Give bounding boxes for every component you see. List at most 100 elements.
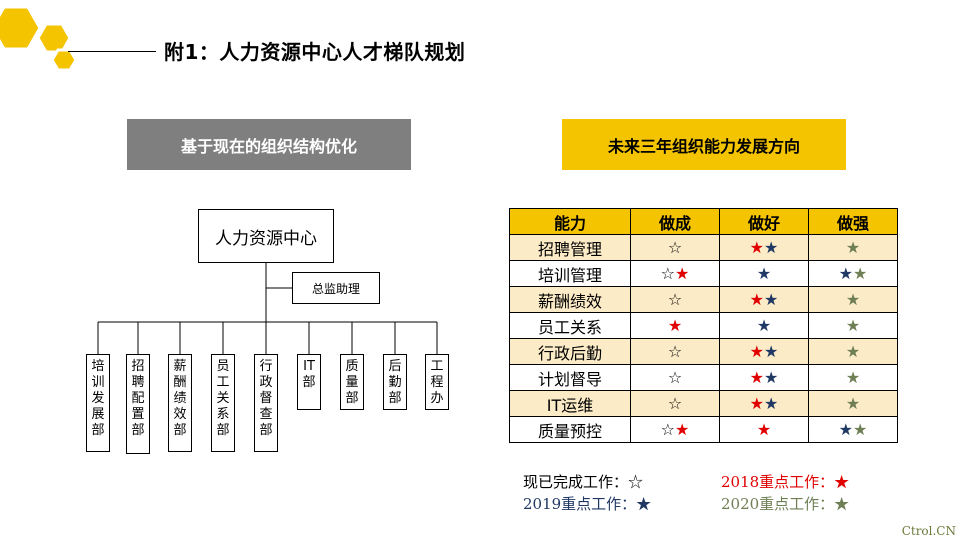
star-icon: ★ <box>749 238 764 257</box>
star-icon: ★ <box>853 420 868 439</box>
star-icon: ★ <box>764 342 779 361</box>
rating-cell: ★★ <box>719 364 809 391</box>
rating-cell: ☆ <box>630 338 720 365</box>
rating-cell: ☆ <box>630 364 720 391</box>
rating-cell: ★★ <box>719 390 809 417</box>
legend-2018-text: 2018重点工作：★ <box>721 473 850 491</box>
star-icon: ★ <box>845 238 861 257</box>
table-row: 质量预控 ☆★ ★ ★★ <box>509 416 898 443</box>
dept-box: 培训发展部 <box>86 354 110 452</box>
future-capability-banner: 未来三年组织能力发展方向 <box>562 119 846 170</box>
capability-name-cell: IT运维 <box>509 390 631 417</box>
legend-2020: 2020重点工作：★ <box>721 493 849 514</box>
hollow-star-icon: ☆ <box>660 264 675 283</box>
star-icon: ★ <box>764 368 779 387</box>
header-capability: 能力 <box>509 208 631 235</box>
rating-cell: ★★ <box>719 286 809 313</box>
legend-done-text: 现已完成工作：☆ <box>523 473 644 491</box>
hollow-star-icon: ☆ <box>667 238 683 257</box>
legend-2019-text: 2019重点工作：★ <box>523 495 652 513</box>
star-icon: ★ <box>749 368 764 387</box>
capability-name-cell: 计划督导 <box>509 364 631 391</box>
star-icon: ★ <box>667 316 683 335</box>
rating-cell: ★★ <box>719 234 809 261</box>
hollow-star-icon: ☆ <box>667 290 683 309</box>
capability-name-cell: 培训管理 <box>509 260 631 287</box>
hollow-star-icon: ☆ <box>667 342 683 361</box>
star-icon: ★ <box>838 264 853 283</box>
table-header-row: 能力 做成 做好 做强 <box>509 208 898 235</box>
dept-box: 招聘配置部 <box>126 354 150 454</box>
rating-cell: ☆ <box>630 390 720 417</box>
rating-cell: ☆★ <box>630 260 720 287</box>
star-icon: ★ <box>845 394 861 413</box>
table-row: 计划督导 ☆ ★★ ★ <box>509 364 898 391</box>
star-icon: ★ <box>845 316 861 335</box>
dept-box: IT部 <box>297 354 321 410</box>
star-icon: ★ <box>749 290 764 309</box>
org-assistant-box: 总监助理 <box>292 272 380 304</box>
table-row: 招聘管理 ☆ ★★ ★ <box>509 234 898 261</box>
star-icon: ★ <box>756 420 772 439</box>
rating-cell: ★ <box>719 260 809 287</box>
legend-2020-text: 2020重点工作：★ <box>721 495 850 513</box>
dept-box: 员工关系部 <box>211 354 235 452</box>
capability-name-cell: 薪酬绩效 <box>509 286 631 313</box>
hollow-star-icon: ☆ <box>667 394 683 413</box>
star-icon: ★ <box>675 264 690 283</box>
table-row: 员工关系 ★ ★ ★ <box>509 312 898 339</box>
watermark: Ctrol.CN <box>901 524 956 538</box>
table-row: 培训管理 ☆★ ★ ★★ <box>509 260 898 287</box>
capability-name-cell: 员工关系 <box>509 312 631 339</box>
capability-name-cell: 招聘管理 <box>509 234 631 261</box>
dept-box: 行政督查部 <box>254 354 278 452</box>
capability-name-cell: 行政后勤 <box>509 338 631 365</box>
hollow-star-icon: ☆ <box>667 368 683 387</box>
header-excel: 做强 <box>808 208 898 235</box>
rating-cell: ★★ <box>719 338 809 365</box>
star-icon: ★ <box>845 368 861 387</box>
header-achieve: 做成 <box>630 208 720 235</box>
rating-cell: ★ <box>719 416 809 443</box>
star-icon: ★ <box>838 420 853 439</box>
header-do-well: 做好 <box>719 208 809 235</box>
dept-box: 薪酬绩效部 <box>168 354 192 452</box>
star-icon: ★ <box>845 342 861 361</box>
rating-cell: ☆ <box>630 234 720 261</box>
dept-box: 质量部 <box>340 354 364 410</box>
rating-cell: ★ <box>808 312 898 339</box>
rating-cell: ★ <box>808 286 898 313</box>
slide-title: 附1：人力资源中心人才梯队规划 <box>164 40 466 64</box>
rating-cell: ★ <box>808 390 898 417</box>
star-icon: ★ <box>845 290 861 309</box>
star-icon: ★ <box>749 394 764 413</box>
org-root-box: 人力资源中心 <box>198 209 334 263</box>
title-divider-line <box>68 51 156 52</box>
table-row: 行政后勤 ☆ ★★ ★ <box>509 338 898 365</box>
rating-cell: ★★ <box>808 416 898 443</box>
legend-2019: 2019重点工作：★ <box>523 493 651 514</box>
table-row: 薪酬绩效 ☆ ★★ ★ <box>509 286 898 313</box>
table-row: IT运维 ☆ ★★ ★ <box>509 390 898 417</box>
hollow-star-icon: ☆ <box>660 420 675 439</box>
capability-name-cell: 质量预控 <box>509 416 631 443</box>
rating-cell: ★ <box>808 364 898 391</box>
legend-done: 现已完成工作：☆ <box>523 471 643 492</box>
star-icon: ★ <box>749 342 764 361</box>
star-icon: ★ <box>853 264 868 283</box>
rating-cell: ☆ <box>630 286 720 313</box>
rating-cell: ★ <box>808 338 898 365</box>
capability-table-body: 招聘管理 ☆ ★★ ★ 培训管理 ☆★ ★ ★★ 薪酬绩效 ☆ ★★ ★ 员工关系 ★ ★ ★ 行政后勤 ☆ ★★ ★… <box>509 234 898 443</box>
capability-table: 能力 做成 做好 做强 招聘管理 ☆ ★★ ★ 培训管理 ☆★ ★ ★★ 薪酬绩效 ☆ ★★ ★ 员工关… <box>509 208 898 443</box>
star-icon: ★ <box>675 420 690 439</box>
star-icon: ★ <box>764 238 779 257</box>
current-structure-banner: 基于现在的组织结构优化 <box>127 119 411 170</box>
rating-cell: ★★ <box>808 260 898 287</box>
rating-cell: ★ <box>808 234 898 261</box>
rating-cell: ★ <box>719 312 809 339</box>
rating-cell: ☆★ <box>630 416 720 443</box>
dept-box: 后勤部 <box>383 354 407 410</box>
star-icon: ★ <box>764 290 779 309</box>
dept-box: 工程办 <box>425 354 449 410</box>
